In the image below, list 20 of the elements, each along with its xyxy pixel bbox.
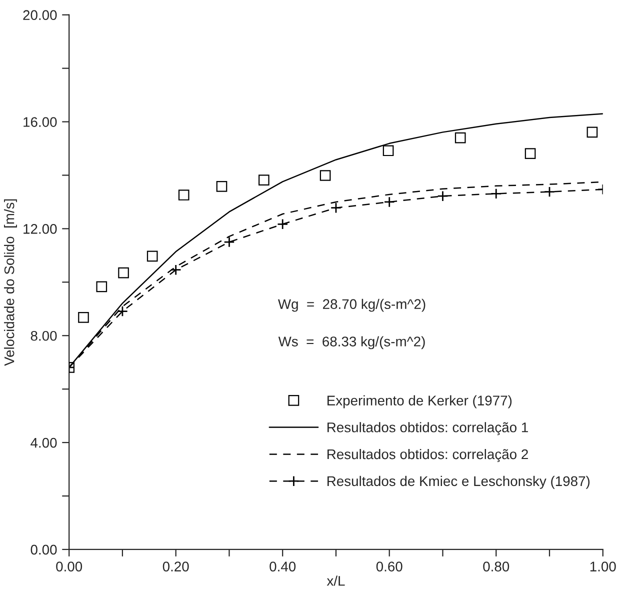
- x-tick-label: 1.00: [590, 562, 616, 572]
- x-tick-label: 0.00: [56, 562, 82, 572]
- legend-label: Resultados obtidos: correlação 2: [328, 448, 528, 462]
- x-tick-label: 0.60: [376, 562, 402, 572]
- y-axis-title: Velocidade do Solido [m/s]: [4, 199, 17, 366]
- x-tick-label: 0.20: [162, 562, 189, 572]
- legend-label: Experimento de Kerker (1977): [328, 395, 512, 408]
- annotation: Ws = 68.33 kg/(s-m^2): [278, 336, 425, 350]
- y-tick-label: 20.00: [23, 10, 57, 20]
- annotation: Wg = 28.70 kg/(s-m^2): [278, 298, 426, 312]
- y-tick-label: 4.00: [30, 438, 57, 448]
- legend-label: Resultados de Kmiec e Leschonsky (1987): [328, 476, 590, 489]
- y-tick-label: 0.00: [30, 544, 57, 555]
- x-axis-title: x/L: [326, 576, 345, 586]
- y-tick-label: 16.00: [24, 117, 57, 127]
- y-tick-label: 8.00: [30, 330, 57, 341]
- legend-label: Resultados obtidos: correlação 1: [328, 422, 528, 436]
- y-tick-label: 12.00: [24, 224, 57, 234]
- x-tick-label: 0.80: [483, 562, 510, 572]
- x-tick-label: 0.40: [270, 562, 296, 572]
